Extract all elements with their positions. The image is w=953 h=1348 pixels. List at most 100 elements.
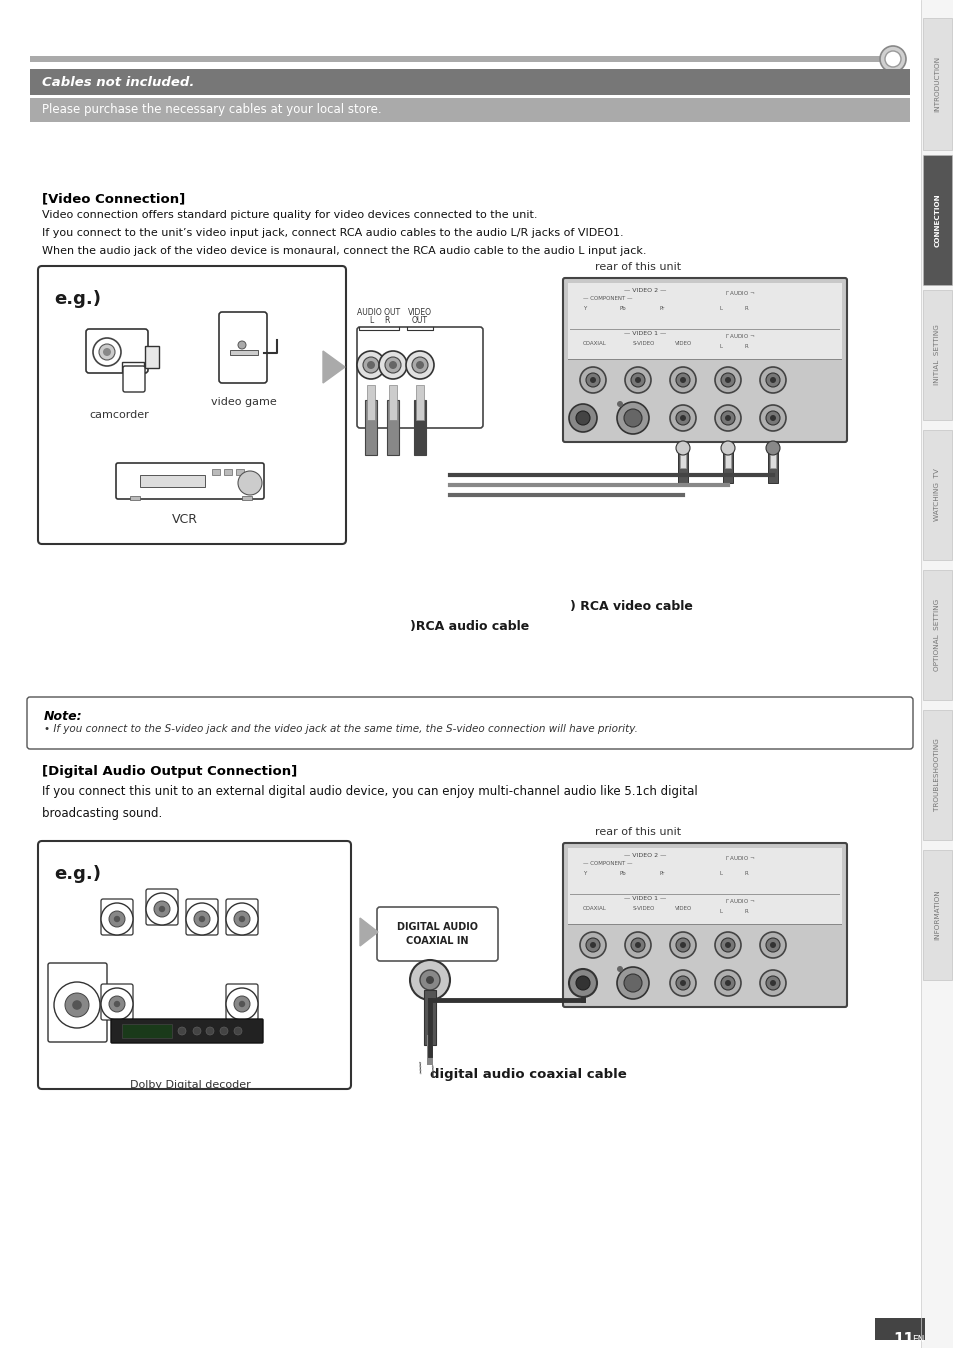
Text: Pr: Pr: [659, 306, 664, 311]
Circle shape: [206, 1027, 213, 1035]
Circle shape: [226, 988, 257, 1020]
FancyBboxPatch shape: [219, 311, 267, 383]
Bar: [242, 496, 252, 500]
Text: VCR: VCR: [172, 514, 198, 526]
Bar: [923, 290, 951, 421]
Text: rear of this unit: rear of this unit: [595, 828, 680, 837]
Circle shape: [769, 942, 775, 948]
Circle shape: [635, 377, 640, 383]
Circle shape: [416, 361, 423, 369]
Bar: [387, 400, 398, 456]
Circle shape: [589, 377, 596, 383]
Circle shape: [630, 938, 644, 952]
Circle shape: [669, 931, 696, 958]
Bar: [427, 1035, 433, 1065]
Bar: [724, 448, 730, 468]
Circle shape: [765, 441, 780, 456]
Circle shape: [198, 915, 205, 922]
Circle shape: [113, 1000, 120, 1007]
Text: rear of this unit: rear of this unit: [595, 262, 680, 272]
Circle shape: [186, 903, 218, 936]
Text: Y: Y: [582, 306, 586, 311]
Text: — VIDEO 2 —: — VIDEO 2 —: [623, 288, 665, 293]
Text: e.g.): e.g.): [54, 290, 101, 307]
Circle shape: [579, 931, 605, 958]
Circle shape: [617, 967, 622, 972]
Bar: [567, 848, 841, 925]
Circle shape: [146, 892, 178, 925]
Circle shape: [676, 373, 689, 387]
Circle shape: [233, 911, 250, 927]
Circle shape: [113, 915, 120, 922]
Bar: [567, 283, 841, 360]
Bar: [767, 443, 778, 483]
Circle shape: [760, 971, 785, 996]
Circle shape: [617, 967, 648, 999]
Text: Pr: Pr: [659, 871, 664, 876]
Text: Pb: Pb: [619, 306, 626, 311]
Circle shape: [676, 441, 689, 456]
Polygon shape: [359, 918, 377, 946]
Bar: [923, 851, 951, 980]
Circle shape: [724, 415, 730, 421]
Text: R: R: [744, 871, 748, 876]
Circle shape: [237, 341, 246, 349]
Circle shape: [101, 903, 132, 936]
Bar: [722, 443, 732, 483]
Circle shape: [385, 357, 400, 373]
Polygon shape: [323, 350, 345, 383]
Text: L: L: [369, 315, 373, 325]
Text: L: L: [720, 344, 722, 349]
Bar: [769, 448, 775, 468]
Circle shape: [624, 367, 650, 394]
Text: EN: EN: [911, 1335, 923, 1344]
Circle shape: [679, 942, 685, 948]
Bar: [923, 155, 951, 284]
Circle shape: [103, 348, 111, 356]
Circle shape: [714, 971, 740, 996]
Bar: [224, 469, 232, 474]
Bar: [678, 443, 687, 483]
Text: [Video Connection]: [Video Connection]: [42, 191, 185, 205]
Circle shape: [617, 402, 648, 434]
Circle shape: [624, 931, 650, 958]
Text: Please purchase the necessary cables at your local store.: Please purchase the necessary cables at …: [42, 104, 381, 116]
Text: [Digital Audio Output Connection]: [Digital Audio Output Connection]: [42, 766, 297, 778]
Circle shape: [238, 915, 245, 922]
Text: )RCA audio cable: )RCA audio cable: [410, 620, 529, 634]
Bar: [230, 350, 257, 355]
Circle shape: [109, 996, 125, 1012]
Circle shape: [760, 367, 785, 394]
Bar: [389, 386, 396, 421]
Circle shape: [158, 906, 165, 913]
Circle shape: [760, 931, 785, 958]
Bar: [874, 1318, 924, 1340]
Circle shape: [579, 367, 605, 394]
Circle shape: [410, 960, 450, 1000]
Circle shape: [238, 1000, 245, 1007]
Circle shape: [178, 1027, 186, 1035]
Circle shape: [720, 441, 734, 456]
Bar: [423, 989, 436, 1045]
FancyBboxPatch shape: [146, 888, 178, 925]
Text: OPTIONAL  SETTING: OPTIONAL SETTING: [934, 599, 940, 671]
Circle shape: [585, 373, 599, 387]
Circle shape: [193, 1027, 201, 1035]
Text: $\Gamma$ AUDIO $\neg$: $\Gamma$ AUDIO $\neg$: [724, 855, 755, 861]
FancyBboxPatch shape: [116, 462, 264, 499]
Text: VIDEO: VIDEO: [675, 341, 692, 346]
Circle shape: [769, 415, 775, 421]
Circle shape: [193, 911, 210, 927]
Bar: [923, 570, 951, 700]
Circle shape: [635, 942, 640, 948]
Text: Cables not included.: Cables not included.: [42, 75, 194, 89]
Circle shape: [765, 373, 780, 387]
Circle shape: [720, 938, 734, 952]
Circle shape: [884, 51, 900, 67]
Circle shape: [879, 46, 905, 71]
Circle shape: [669, 404, 696, 431]
Circle shape: [99, 344, 115, 360]
Text: TROUBLESHOOTING: TROUBLESHOOTING: [934, 739, 940, 811]
Text: WATCHING  TV: WATCHING TV: [934, 469, 940, 522]
Circle shape: [724, 377, 730, 383]
